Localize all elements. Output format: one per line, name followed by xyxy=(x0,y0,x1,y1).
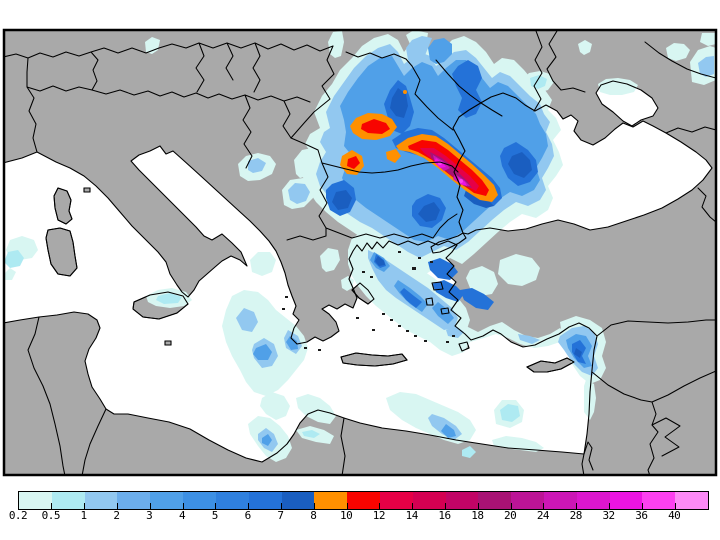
small-island-dots xyxy=(282,251,455,351)
legend-cell xyxy=(642,492,676,509)
legend-tick xyxy=(576,503,578,509)
legend-cell xyxy=(511,492,544,509)
legend-label: 1 xyxy=(80,509,88,522)
legend-cell xyxy=(314,492,348,509)
legend-label: 20 xyxy=(504,509,517,522)
legend-tick xyxy=(510,503,512,509)
legend-label: 2 xyxy=(113,509,120,522)
legend-tick xyxy=(641,503,643,509)
legend-label: 7 xyxy=(277,509,284,522)
island-malta xyxy=(164,340,172,346)
legend-label: 18 xyxy=(471,509,484,522)
legend-cell xyxy=(215,492,249,509)
coastlines xyxy=(5,80,713,463)
legend-label: 16 xyxy=(438,509,451,522)
legend-tick xyxy=(84,503,86,509)
legend-cell xyxy=(609,492,643,509)
map-area xyxy=(5,31,715,474)
legend-label: 6 xyxy=(244,509,252,522)
legend-label: 32 xyxy=(602,509,615,522)
country-borders xyxy=(5,31,715,474)
legend-tick xyxy=(379,503,381,509)
legend-cell xyxy=(248,492,282,509)
legend-cell xyxy=(84,492,118,509)
legend-tick xyxy=(51,503,53,509)
legend-label: 4 xyxy=(178,509,186,522)
legend-label: 28 xyxy=(569,509,583,522)
legend-tick xyxy=(477,503,479,509)
legend-label: 0.5 xyxy=(41,509,61,522)
legend-cell xyxy=(675,492,709,509)
legend-cell xyxy=(117,492,151,509)
legend-cell xyxy=(347,492,380,509)
legend-cell xyxy=(445,492,479,509)
legend-tick xyxy=(215,503,217,509)
legend-tick xyxy=(149,503,151,509)
legend-colorbar xyxy=(18,491,709,510)
legend-cell xyxy=(576,492,610,509)
legend-cell xyxy=(150,492,184,509)
legend-tick xyxy=(182,503,184,509)
legend-tick xyxy=(445,503,447,509)
legend-labels: 0.2 0.5 1 2 3 4 5 6 7 8 10 12 14 16 18 20 24 28 32 36 40 xyxy=(9,509,707,523)
legend-label: 24 xyxy=(536,509,550,522)
legend-cell xyxy=(478,492,512,509)
precip-heavy-cells xyxy=(340,90,498,202)
legend-tick xyxy=(280,503,282,509)
legend-tick xyxy=(412,503,414,509)
legend-label: 36 xyxy=(635,509,648,522)
legend-label: 8 xyxy=(310,509,317,522)
legend-tick xyxy=(313,503,315,509)
legend-label: 40 xyxy=(668,509,681,522)
legend-tick xyxy=(609,503,611,509)
precip-level-0p5 xyxy=(5,75,547,458)
legend-cell xyxy=(51,492,85,509)
legend-label: 12 xyxy=(372,509,386,522)
legend-label: 14 xyxy=(405,509,419,522)
legend-cell xyxy=(379,492,413,509)
island-elba xyxy=(83,187,91,193)
legend-cell xyxy=(183,492,216,509)
legend-label: 0.2 xyxy=(8,509,28,522)
legend-tick xyxy=(346,503,348,509)
legend-tick xyxy=(116,503,118,509)
map-frame xyxy=(2,28,718,477)
legend-label: 3 xyxy=(146,509,153,522)
legend-cell xyxy=(281,492,315,509)
legend-cell xyxy=(412,492,446,509)
legend-cell xyxy=(19,492,52,509)
legend-label: 10 xyxy=(339,509,353,522)
legend-tick xyxy=(543,503,545,509)
precip-level-7 xyxy=(332,88,582,358)
legend-tick xyxy=(248,503,250,509)
legend-tick xyxy=(674,503,676,509)
legend-cell xyxy=(544,492,577,509)
legend-label: 5 xyxy=(211,509,219,522)
